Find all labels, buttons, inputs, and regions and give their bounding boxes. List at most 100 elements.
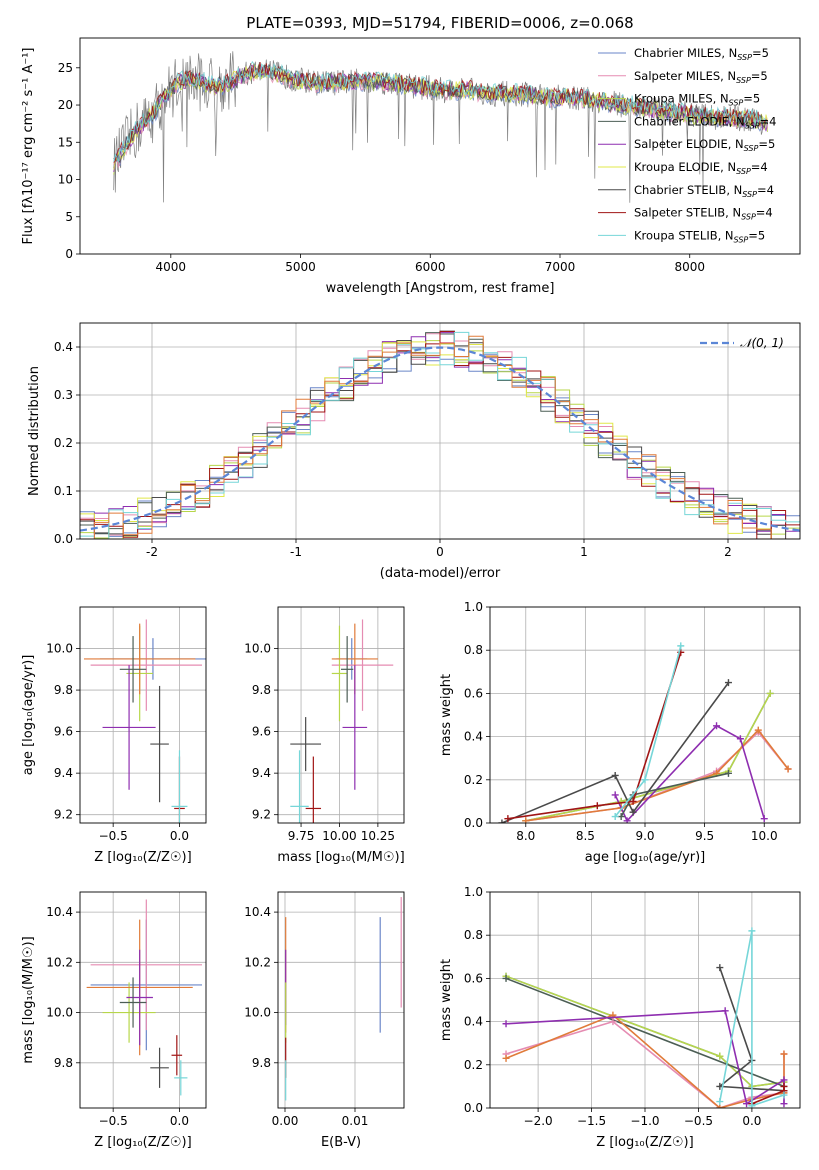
y-tick-label: 5 [65,210,73,224]
x-tick-label: 0.0 [742,1114,761,1128]
weight-series-line [525,693,771,822]
weight-marker [611,771,619,779]
weight-marker [498,819,506,823]
spectrum-panel: 4000 5000 6000 7000 8000 0 5 10 15 20 25 wavelength… [21,37,801,296]
weight-marker [754,726,762,734]
y-tick-label: 0.8 [464,643,483,657]
y-tick-label: 0.4 [54,340,73,354]
residuals-marks [80,330,800,539]
errorbar-point [119,977,147,1028]
errorbar-point [150,1047,169,1088]
x-tick-label: 10.00 [322,829,356,843]
histogram-step [80,331,800,539]
x-tick-label: 0.0 [170,1114,189,1128]
y-tick-label: 0.0 [464,1101,483,1115]
weight-marker [760,815,768,823]
y-tick-label: 10 [58,173,73,187]
weight-marker [609,1018,617,1026]
y-tick-label: 9.8 [252,1056,271,1070]
errorbar-point [90,899,203,1031]
y-tick-label: 9.8 [54,1056,73,1070]
x-tick-label: 0.01 [342,1114,369,1128]
legend-label: Salpeter STELIB, NSSP=4 [634,206,773,222]
errorbar-point [150,685,169,803]
model-spectrum-line [113,60,768,162]
y-tick-label: 10.0 [46,642,73,656]
errorbar-point [126,949,153,1046]
x-tick-label: −0.5 [684,1114,713,1128]
weight-marker [629,797,637,805]
x-tick-label: -2 [146,545,158,559]
x-axis-label: age [log₁₀(age/yr)] [585,850,706,865]
x-tick-label: −0.5 [99,829,128,843]
weight-marker [502,1020,510,1028]
weight-marker [780,1100,788,1108]
legend-subscript: SSP [734,235,749,244]
mass-vs-EBV-marks [285,897,402,1101]
weight-marker [504,815,512,823]
legend-subscript: SSP [742,190,757,199]
legend-label: Kroupa STELIB, NSSP=5 [634,228,765,244]
y-tick-label: 9.4 [252,766,271,780]
axes-frame [79,891,207,1109]
y-tick-label: 10.2 [46,955,73,969]
weight-marker [629,808,637,816]
x-tick-label: 8000 [674,260,705,274]
y-axis-label: Flux [fλ10⁻¹⁷ erg cm⁻² s⁻¹ A⁻¹] [21,48,36,245]
x-axis-label: Z [log₁₀(Z/Z☉)] [596,1135,693,1150]
y-tick-label: 9.6 [54,725,73,739]
weight-marker [780,1082,788,1090]
errorbar-point [305,756,322,823]
y-tick-label: 0.0 [54,532,73,546]
x-tick-label: 8.5 [576,829,595,843]
legend-suffix: =4 [760,114,777,128]
weight-marker [593,802,601,810]
x-axis-label: wavelength [Angstrom, rest frame] [326,281,555,296]
errorbar-point [342,665,368,790]
errorbar-point [102,982,156,1043]
errorbar-point [90,619,203,711]
x-axis-label: mass [log₁₀(M/M☉)] [277,850,404,865]
legend-suffix: =4 [757,183,774,197]
y-tick-label: 0.3 [54,388,73,402]
y-tick-label: 0 [65,247,73,261]
weight-vs-Z-marks [502,927,788,1108]
x-tick-label: 5000 [285,260,316,274]
mass-vs-Z-panel: −0.5 0.0 9.8 10.0 10.2 10.4 Z [log₁₀(Z/Z☉)] mas… [21,891,207,1150]
y-tick-label: 1.0 [464,600,483,614]
x-tick-label: 8.0 [516,829,535,843]
legend-subscript: SSP [745,121,760,130]
y-tick-label: 0.6 [464,971,483,985]
residuals-panel: -2 -1 0 1 2 0.0 0.1 0.2 0.3 0.4 (data-model)/error… [27,322,801,581]
y-tick-label: 1.0 [464,885,483,899]
legend-suffix: =5 [752,46,769,60]
weight-marker [748,1102,756,1108]
legend-subscript: SSP [736,167,751,176]
weight-marker [716,1104,724,1108]
y-tick-label: 9.6 [252,725,271,739]
weight-marker [780,1076,788,1084]
errorbar-point [83,623,196,695]
model-spectrum-line [113,63,769,164]
x-axis-label: (data-model)/error [380,566,501,581]
histogram-step [80,335,800,539]
errorbar-point [174,1060,188,1096]
weight-marker [641,776,649,784]
x-tick-label: 7000 [545,260,576,274]
x-tick-label: 9.0 [635,829,654,843]
y-tick-label: 0.4 [464,1015,483,1029]
y-tick-label: 9.2 [252,808,271,822]
weight-vs-Z-panel: −2.0 −1.5 −1.0 −0.5 0.0 0.0 0.2 0.4 0.6 0.8 1.0 Z [… [439,885,801,1150]
figure-title: PLATE=0393, MJD=51794, FIBERID=0006, z=0… [246,14,633,32]
weight-marker [784,765,792,773]
weight-vs-age-marks [498,642,792,823]
x-tick-label: 9.75 [288,829,315,843]
age-vs-Z-panel: −0.5 0.0 9.2 9.4 9.6 9.8 10.0 Z [log₁₀(Z/Z☉)] ag… [21,606,207,865]
y-tick-label: 10.4 [46,905,73,919]
y-tick-label: 10.0 [244,642,271,656]
y-axis-label: mass weight [439,959,454,1041]
x-tick-label: 0 [436,545,444,559]
weight-marker [748,927,756,935]
gaussian-legend-label: 𝒩(0, 1) [740,336,784,350]
axes-frame [277,891,405,1109]
